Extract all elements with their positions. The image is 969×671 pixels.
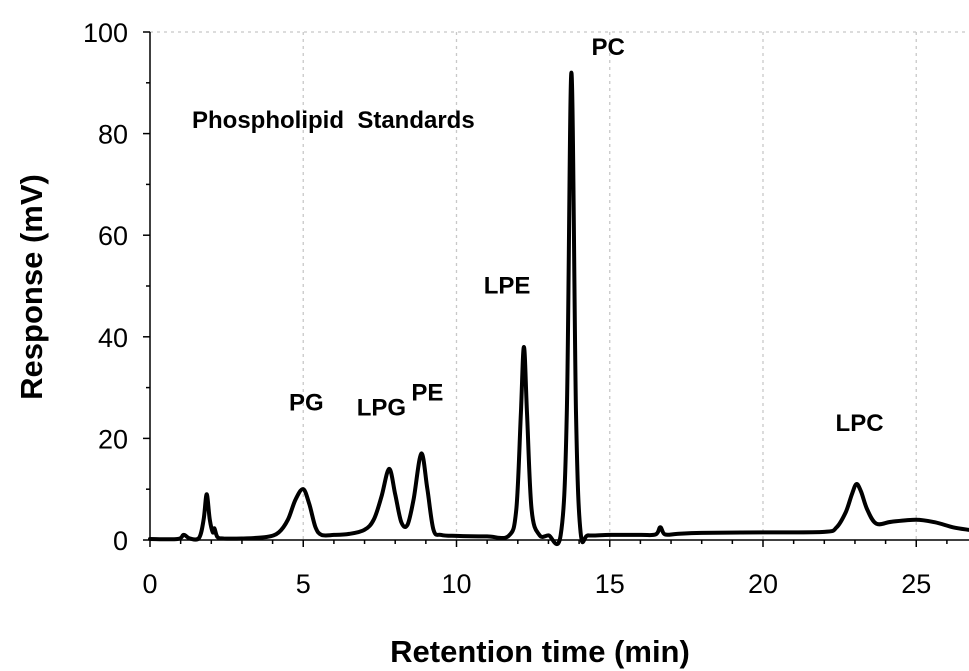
x-tick-label: 25 [901,569,931,599]
y-tick-label: 0 [113,526,128,556]
x-tick-label: 10 [441,569,471,599]
y-tick-label: 20 [98,424,128,454]
chart-title: Phospholipid Standards [192,107,475,134]
chromatogram-trace [148,70,969,547]
x-axis-title: Retention time (min) [390,634,690,669]
x-tick-label: 20 [748,569,778,599]
y-tick-label: 80 [98,120,128,150]
tick-labels: 0 5 10 15 20 25 0 20 40 60 80 100 [83,18,931,599]
x-tick-label: 15 [595,569,625,599]
y-tick-label: 100 [83,18,128,48]
y-axis-title: Response (mV) [14,174,49,400]
peak-label-lpe: LPE [484,273,531,300]
grid-lines [150,31,969,540]
peak-label-lpg: LPG [357,395,406,422]
tick-marks [143,31,948,547]
peak-label-pc: PC [592,34,625,61]
x-tick-label: 5 [296,569,311,599]
x-tick-label: 0 [142,569,157,599]
peak-label-pg: PG [289,389,324,416]
peak-label-lpc: LPC [836,410,884,437]
y-tick-label: 60 [98,221,128,251]
peak-label-pe: PE [411,379,443,406]
y-tick-label: 40 [98,323,128,353]
